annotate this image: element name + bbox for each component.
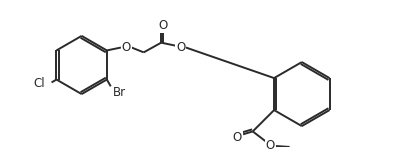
Text: O: O	[265, 138, 275, 152]
Text: O: O	[176, 41, 185, 54]
Text: Cl: Cl	[33, 77, 45, 90]
Text: O: O	[232, 131, 242, 144]
Text: O: O	[158, 19, 168, 32]
Text: O: O	[122, 41, 131, 54]
Text: Br: Br	[113, 86, 126, 99]
